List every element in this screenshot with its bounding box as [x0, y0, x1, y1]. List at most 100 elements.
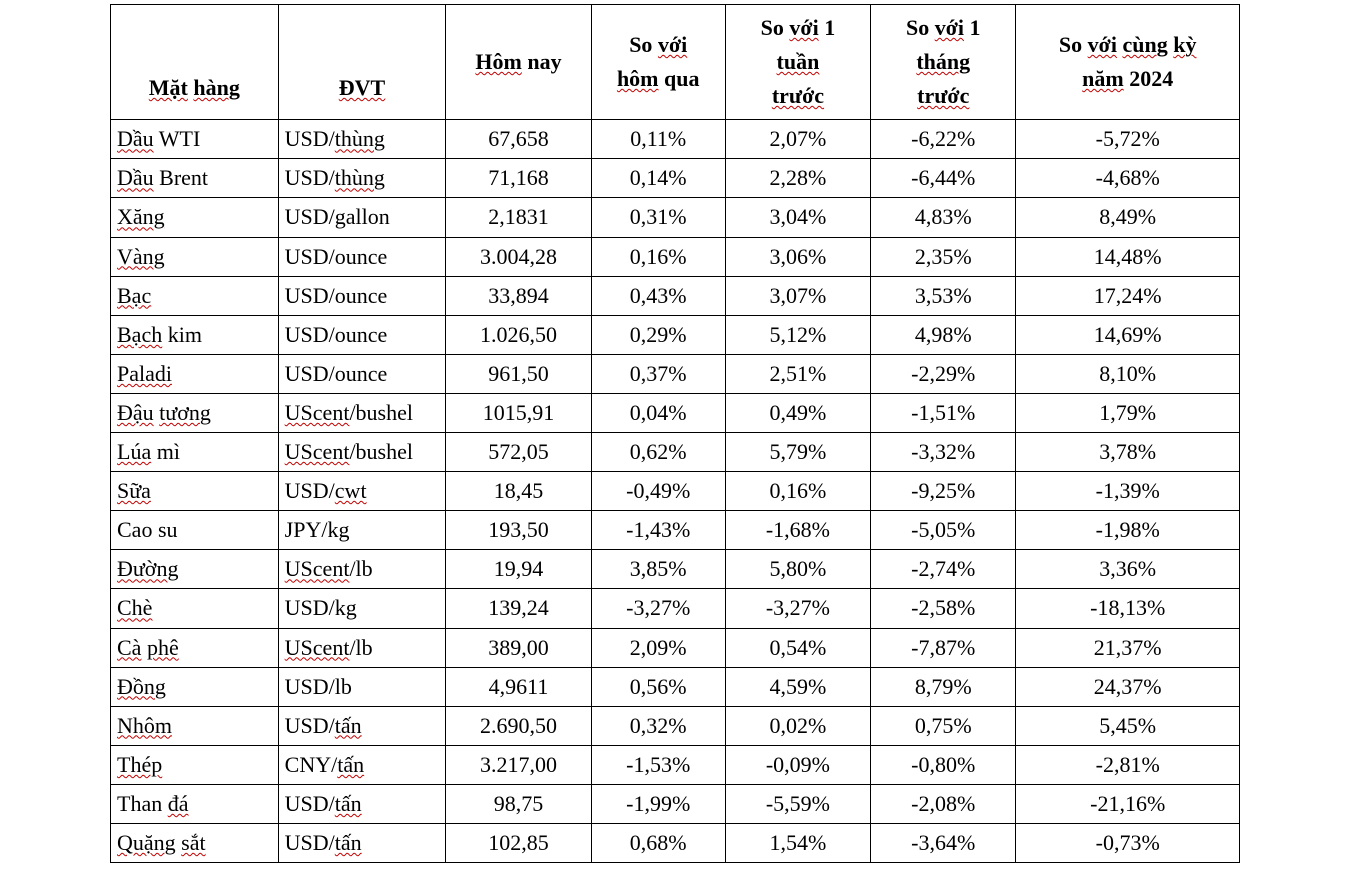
cell-d1: -1,99% [591, 784, 725, 823]
cell-unit: CNY/tấn [278, 745, 446, 784]
table-row: PaladiUSD/ounce961,500,37%2,51%-2,29%8,1… [111, 354, 1240, 393]
table-row: BạcUSD/ounce33,8940,43%3,07%3,53%17,24% [111, 276, 1240, 315]
cell-w1: 3,07% [725, 276, 870, 315]
cell-unit: JPY/kg [278, 511, 446, 550]
cell-y1: -5,72% [1016, 120, 1240, 159]
cell-unit: USD/thùng [278, 120, 446, 159]
table-row: ĐồngUSD/lb4,96110,56%4,59%8,79%24,37% [111, 667, 1240, 706]
cell-unit: USD/tấn [278, 706, 446, 745]
table-row: Bạch kimUSD/ounce1.026,500,29%5,12%4,98%… [111, 315, 1240, 354]
cell-m1: -6,44% [871, 159, 1016, 198]
cell-name: Dầu WTI [111, 120, 279, 159]
cell-unit: USD/gallon [278, 198, 446, 237]
cell-y1: 3,36% [1016, 550, 1240, 589]
table-row: Cà phêUScent/lb389,002,09%0,54%-7,87%21,… [111, 628, 1240, 667]
cell-y1: -1,98% [1016, 511, 1240, 550]
table-row: Than đáUSD/tấn98,75-1,99%-5,59%-2,08%-21… [111, 784, 1240, 823]
table-row: Cao suJPY/kg193,50-1,43%-1,68%-5,05%-1,9… [111, 511, 1240, 550]
cell-unit: UScent/bushel [278, 433, 446, 472]
cell-y1: 17,24% [1016, 276, 1240, 315]
cell-d1: -1,43% [591, 511, 725, 550]
cell-d1: -1,53% [591, 745, 725, 784]
cell-m1: 2,35% [871, 237, 1016, 276]
cell-d1: 0,43% [591, 276, 725, 315]
cell-unit: UScent/lb [278, 550, 446, 589]
cell-y1: -1,39% [1016, 472, 1240, 511]
cell-d1: 0,62% [591, 433, 725, 472]
cell-today: 3.004,28 [446, 237, 591, 276]
cell-name: Đường [111, 550, 279, 589]
cell-y1: -18,13% [1016, 589, 1240, 628]
cell-d1: 0,11% [591, 120, 725, 159]
cell-m1: -2,58% [871, 589, 1016, 628]
cell-w1: 2,51% [725, 354, 870, 393]
cell-w1: 0,16% [725, 472, 870, 511]
cell-m1: -1,51% [871, 393, 1016, 432]
cell-name: Nhôm [111, 706, 279, 745]
cell-today: 18,45 [446, 472, 591, 511]
cell-w1: 4,59% [725, 667, 870, 706]
cell-m1: -3,64% [871, 823, 1016, 862]
cell-today: 193,50 [446, 511, 591, 550]
cell-w1: -3,27% [725, 589, 870, 628]
cell-name: Đồng [111, 667, 279, 706]
cell-d1: 0,68% [591, 823, 725, 862]
cell-today: 98,75 [446, 784, 591, 823]
cell-y1: 21,37% [1016, 628, 1240, 667]
cell-d1: 0,37% [591, 354, 725, 393]
cell-m1: -0,80% [871, 745, 1016, 784]
cell-today: 139,24 [446, 589, 591, 628]
cell-unit: UScent/lb [278, 628, 446, 667]
col-header-unit: ĐVT [278, 5, 446, 120]
cell-w1: 3,06% [725, 237, 870, 276]
cell-name: Cà phê [111, 628, 279, 667]
cell-w1: -1,68% [725, 511, 870, 550]
table-row: SữaUSD/cwt18,45-0,49%0,16%-9,25%-1,39% [111, 472, 1240, 511]
cell-y1: 8,10% [1016, 354, 1240, 393]
table-row: XăngUSD/gallon2,18310,31%3,04%4,83%8,49% [111, 198, 1240, 237]
cell-w1: 5,79% [725, 433, 870, 472]
cell-d1: 0,32% [591, 706, 725, 745]
cell-m1: -2,74% [871, 550, 1016, 589]
cell-name: Quặng sắt [111, 823, 279, 862]
cell-m1: -6,22% [871, 120, 1016, 159]
cell-w1: -5,59% [725, 784, 870, 823]
cell-name: Thép [111, 745, 279, 784]
cell-m1: -9,25% [871, 472, 1016, 511]
cell-today: 2.690,50 [446, 706, 591, 745]
col-header-w1: So với 1tuầntrước [725, 5, 870, 120]
cell-name: Xăng [111, 198, 279, 237]
cell-d1: -0,49% [591, 472, 725, 511]
cell-w1: 0,02% [725, 706, 870, 745]
cell-m1: 8,79% [871, 667, 1016, 706]
table-row: Quặng sắtUSD/tấn102,850,68%1,54%-3,64%-0… [111, 823, 1240, 862]
table-row: VàngUSD/ounce3.004,280,16%3,06%2,35%14,4… [111, 237, 1240, 276]
cell-m1: 4,98% [871, 315, 1016, 354]
cell-w1: 0,49% [725, 393, 870, 432]
cell-unit: USD/cwt [278, 472, 446, 511]
cell-unit: USD/ounce [278, 315, 446, 354]
cell-m1: 4,83% [871, 198, 1016, 237]
cell-w1: 1,54% [725, 823, 870, 862]
cell-w1: 5,80% [725, 550, 870, 589]
table-row: ChèUSD/kg139,24-3,27%-3,27%-2,58%-18,13% [111, 589, 1240, 628]
cell-y1: 8,49% [1016, 198, 1240, 237]
table-row: ThépCNY/tấn3.217,00-1,53%-0,09%-0,80%-2,… [111, 745, 1240, 784]
cell-unit: USD/ounce [278, 354, 446, 393]
cell-name: Cao su [111, 511, 279, 550]
cell-unit: USD/kg [278, 589, 446, 628]
col-header-m1: So với 1thángtrước [871, 5, 1016, 120]
cell-y1: -21,16% [1016, 784, 1240, 823]
cell-m1: -2,29% [871, 354, 1016, 393]
cell-y1: 14,48% [1016, 237, 1240, 276]
cell-w1: 5,12% [725, 315, 870, 354]
cell-name: Bạch kim [111, 315, 279, 354]
cell-d1: 0,16% [591, 237, 725, 276]
commodity-price-table: Mặt hàngĐVTHôm naySo vớihôm quaSo với 1t… [110, 4, 1240, 863]
cell-y1: 5,45% [1016, 706, 1240, 745]
cell-m1: 0,75% [871, 706, 1016, 745]
col-header-y1: So với cùng kỳnăm 2024 [1016, 5, 1240, 120]
table-row: ĐườngUScent/lb19,943,85%5,80%-2,74%3,36% [111, 550, 1240, 589]
cell-m1: 3,53% [871, 276, 1016, 315]
cell-today: 389,00 [446, 628, 591, 667]
